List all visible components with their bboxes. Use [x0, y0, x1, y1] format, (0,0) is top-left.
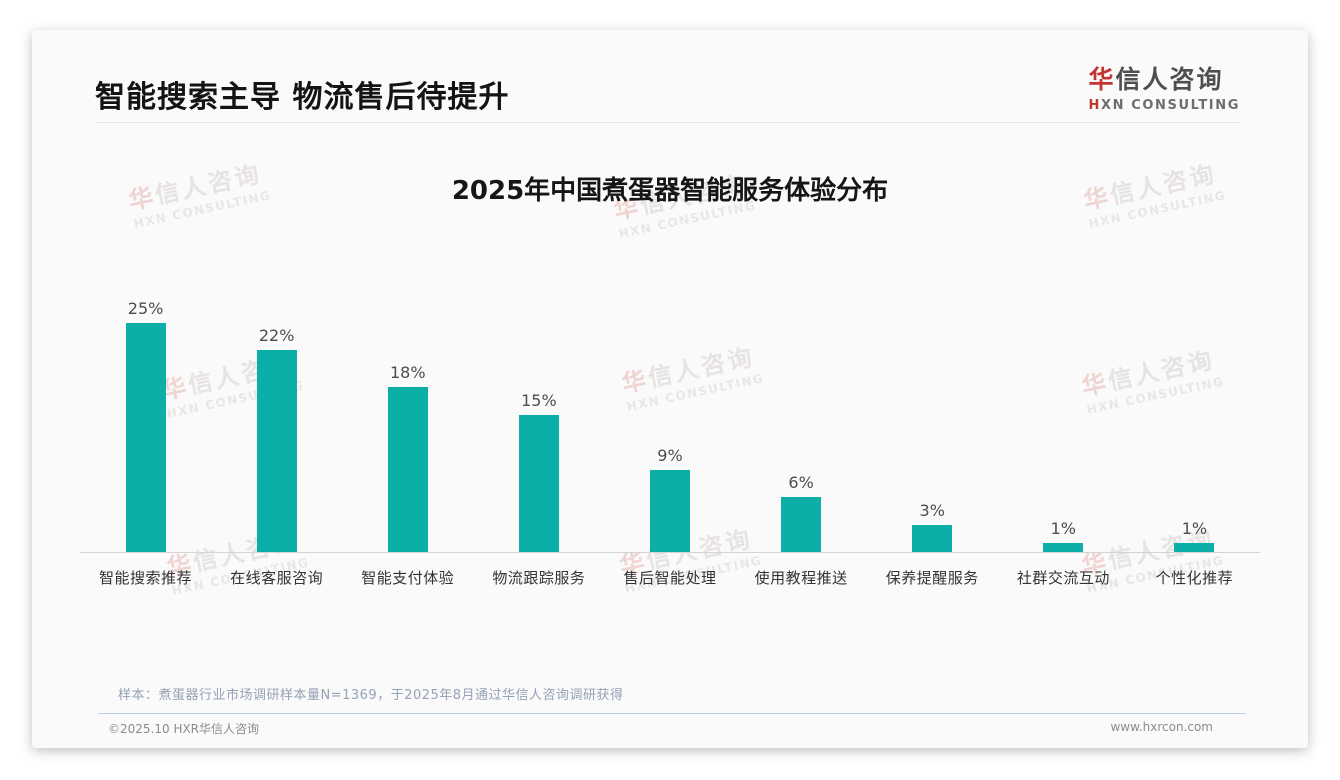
footer-divider	[98, 713, 1246, 714]
report-card: 华信人咨询 HXN CONSULTING 华信人咨询 HXN CONSULTING 华信…	[32, 30, 1308, 748]
logo-english-name: HXN CONSULTING	[1088, 98, 1240, 113]
bar-category-label: 个性化推荐	[1155, 569, 1234, 587]
bar-value-label: 6%	[788, 473, 814, 492]
bar-value-label: 1%	[1181, 519, 1208, 538]
bar-category-label: 智能搜索推荐	[99, 569, 193, 587]
bar-column: 9%	[604, 446, 735, 552]
copyright-text: ©2025.10 HXR华信人咨询	[108, 722, 260, 736]
bar-column: 1%	[998, 519, 1129, 552]
header-divider	[95, 122, 1240, 123]
bar-column: 3%	[867, 501, 998, 552]
bar	[256, 350, 297, 552]
bar-category-label: 保养提醒服务	[885, 569, 979, 587]
bar	[1043, 543, 1084, 552]
bar	[649, 470, 690, 552]
website-url: www.hxrcon.com	[1110, 720, 1213, 734]
categories-row: 智能搜索推荐 在线客服咨询 智能支付体验 物流跟踪服务 售后智能处理 使用教程推送 保养提醒…	[80, 567, 1260, 588]
bar-category-label: 使用教程推送	[754, 569, 848, 587]
bar	[387, 387, 428, 552]
bar-category-label: 售后智能处理	[623, 569, 717, 587]
bar	[125, 323, 166, 552]
bar-category-label: 物流跟踪服务	[492, 569, 586, 587]
bar-category-label: 社群交流互动	[1016, 569, 1110, 587]
sample-note: 样本：煮蛋器行业市场调研样本量N=1369，于2025年8月通过华信人咨询调研获…	[118, 688, 624, 703]
bar	[1174, 543, 1215, 552]
chart-title: 2025年中国煮蛋器智能服务体验分布	[451, 176, 889, 206]
bar-category-label: 智能支付体验	[361, 569, 455, 587]
bar-value-label: 25%	[127, 299, 164, 318]
bar-column: 18%	[342, 363, 473, 552]
company-logo: 华信人咨询 HXN CONSULTING	[1089, 60, 1241, 113]
logo-chinese-name: 华信人咨询	[1088, 65, 1224, 94]
bar	[912, 525, 953, 552]
bar-column: 22%	[211, 326, 342, 552]
bar-category-label: 在线客服咨询	[230, 569, 324, 587]
bar-value-label: 1%	[1050, 519, 1077, 538]
bar-value-label: 18%	[389, 363, 426, 382]
bars-row: 25% 22% 18% 15% 9% 6% 3% 1% 1%	[80, 283, 1260, 553]
bar-value-label: 15%	[521, 391, 557, 410]
bar-column: 25%	[80, 299, 211, 552]
bar-column: 6%	[736, 473, 867, 552]
bar-column: 15%	[473, 391, 604, 552]
bar-column: 1%	[1129, 519, 1260, 552]
page-title: 智能搜索主导 物流售后待提升	[95, 80, 510, 115]
bar-value-label: 22%	[258, 326, 295, 345]
bar	[781, 497, 822, 552]
bar	[518, 415, 559, 552]
bar-value-label: 3%	[919, 501, 945, 520]
bar-value-label: 9%	[657, 446, 683, 465]
